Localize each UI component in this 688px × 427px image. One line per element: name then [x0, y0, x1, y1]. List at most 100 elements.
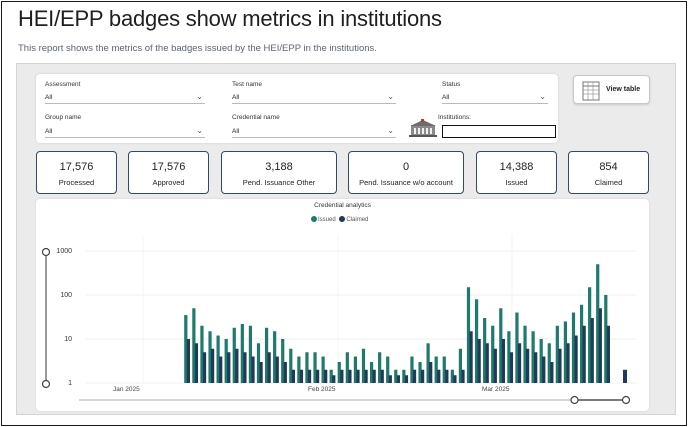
bar-claimed — [348, 369, 352, 383]
bar-claimed — [526, 348, 530, 383]
bar-claimed — [421, 369, 425, 383]
status-value: All — [442, 94, 450, 101]
bar-claimed — [372, 369, 376, 383]
bar-claimed — [566, 343, 570, 383]
test-name-dropdown[interactable]: All ⌄ — [232, 92, 396, 104]
bar-issued — [588, 287, 592, 383]
page-title: HEI/EPP badges show metrics in instituti… — [18, 6, 442, 31]
x-slider-handle-left[interactable] — [570, 395, 579, 405]
chevron-down-icon: ⌄ — [539, 92, 546, 101]
card-label: Pend. Issuance w/o account — [359, 178, 453, 187]
bar-issued — [248, 325, 253, 383]
bar-claimed — [429, 362, 433, 383]
bar-issued — [523, 325, 527, 383]
bar-issued — [450, 369, 454, 383]
status-label: Status — [442, 81, 461, 88]
bar-issued — [208, 331, 212, 383]
bar-claimed — [590, 318, 594, 383]
status-dropdown[interactable]: All ⌄ — [442, 92, 548, 104]
bar-claimed — [477, 339, 481, 383]
bar-issued — [297, 356, 301, 383]
bar-claimed — [243, 352, 247, 383]
bar-claimed — [493, 348, 497, 383]
bar-claimed — [558, 348, 562, 383]
bar-claimed — [501, 339, 505, 383]
bar-claimed — [469, 331, 473, 383]
card-label: Processed — [58, 178, 95, 187]
card-value: 3,188 — [265, 161, 293, 173]
bar-claimed — [202, 352, 207, 383]
x-slider-handle-right[interactable] — [621, 395, 631, 405]
bar-claimed — [219, 356, 223, 383]
bar-issued — [361, 348, 366, 383]
legend-claimed-swatch — [339, 216, 346, 222]
bar-issued — [337, 362, 341, 383]
view-table-button[interactable]: View table — [573, 75, 650, 104]
bar-issued — [579, 304, 584, 383]
card-value: 14,388 — [499, 161, 534, 173]
bar-issued — [224, 339, 228, 383]
bar-issued — [386, 356, 390, 383]
bar-claimed — [485, 343, 489, 383]
chart-legend: Issued Claimed — [311, 216, 368, 223]
legend-issued-swatch — [311, 216, 317, 222]
bar-issued — [458, 348, 463, 383]
bar-claimed — [598, 308, 602, 383]
bar-claimed — [404, 375, 409, 383]
assessment-value: All — [45, 94, 53, 101]
bar-claimed — [291, 369, 295, 383]
group-name-dropdown[interactable]: All ⌄ — [45, 126, 205, 138]
bar-claimed — [574, 335, 578, 383]
institutions-label: Institutions: — [438, 114, 471, 121]
bar-claimed — [380, 369, 384, 383]
bar-issued — [507, 331, 511, 383]
bar-issued — [256, 343, 261, 383]
bar-issued — [329, 369, 333, 383]
bar-claimed — [259, 362, 263, 383]
legend-claimed-label: Claimed — [346, 217, 369, 223]
card-label: Issued — [505, 178, 528, 187]
bar-issued — [240, 323, 244, 383]
bar-issued — [264, 327, 269, 383]
bar-claimed — [356, 369, 360, 383]
card-pend-issuance-other: 3,188 Pend. Issuance Other — [221, 151, 337, 194]
bar-claimed — [251, 356, 255, 383]
y-slider-handle-bottom[interactable] — [41, 379, 51, 389]
institutions-input[interactable] — [442, 125, 556, 138]
bar-issued — [184, 315, 188, 383]
card-label: Pend. Issuance Other — [242, 178, 316, 187]
x-tick-label: Jan 2025 — [113, 386, 140, 393]
view-table-label: View table — [606, 86, 641, 93]
bar-issued — [426, 343, 430, 383]
bar-issued — [369, 362, 374, 383]
bar-claimed — [307, 369, 312, 383]
bar-claimed — [267, 352, 271, 383]
bar-issued — [466, 287, 471, 383]
bar-issued — [515, 312, 519, 383]
assessment-dropdown[interactable]: All ⌄ — [45, 92, 205, 104]
group-name-value: All — [45, 128, 53, 135]
chevron-down-icon: ⌄ — [196, 92, 203, 101]
bar-issued — [345, 352, 349, 383]
test-name-label: Test name — [232, 81, 262, 88]
bar-issued — [289, 348, 293, 383]
bar-claimed — [534, 352, 538, 383]
bar-claimed — [582, 325, 586, 383]
y-tick-label: 1 — [68, 380, 72, 387]
bar-claimed — [235, 348, 239, 383]
bar-claimed — [324, 369, 328, 383]
legend-issued-label: Issued — [318, 217, 336, 223]
y-slider-handle-top[interactable] — [41, 247, 51, 257]
bar-claimed — [194, 343, 199, 383]
y-tick-label: 1000 — [56, 248, 72, 255]
credential-name-value: All — [232, 128, 240, 135]
bar-issued — [571, 312, 576, 383]
bar-claimed — [299, 369, 304, 383]
bar-issued — [499, 308, 503, 383]
bar-claimed — [316, 369, 320, 383]
bar-claimed — [550, 362, 554, 383]
bar-claimed — [227, 352, 231, 383]
credential-name-dropdown[interactable]: All ⌄ — [232, 126, 396, 138]
bar-issued — [353, 356, 358, 383]
